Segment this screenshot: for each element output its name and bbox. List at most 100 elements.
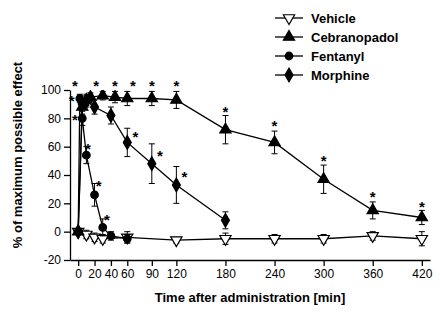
tick-mark (64, 260, 70, 261)
marker (172, 178, 180, 192)
marker (123, 136, 131, 150)
marker (269, 136, 280, 146)
error-bar-cap (83, 230, 89, 231)
significance-mark: * (370, 188, 376, 205)
significance-mark: * (149, 77, 155, 94)
marker (367, 204, 378, 214)
error-bar-cap (79, 125, 85, 126)
tick: 20 (48, 197, 70, 211)
error-bar-cap (222, 228, 228, 229)
series-line (78, 99, 127, 239)
tick-mark (422, 260, 423, 266)
tick-label: 20 (48, 197, 62, 211)
significance-mark: * (72, 111, 78, 128)
error-bar-cap (83, 163, 89, 164)
significance-mark: * (173, 77, 179, 94)
significance-mark: * (85, 140, 91, 157)
tick: 240 (265, 260, 285, 281)
error-bar (124, 128, 130, 156)
legend-label: Vehicle (311, 11, 356, 26)
error-bar-cap (173, 166, 179, 167)
y-axis-title: % of maximum possible effect (10, 61, 25, 248)
tick: 60 (48, 140, 70, 154)
legend-label: Fentanyl (311, 49, 364, 64)
error-bar-cap (321, 234, 327, 235)
marker (74, 225, 82, 239)
significance-mark: * (182, 168, 188, 185)
tick: 100 (41, 83, 70, 97)
error-bar-cap (124, 105, 130, 106)
error-bar-cap (370, 231, 376, 232)
marker (148, 157, 156, 171)
tick: 300 (314, 260, 334, 281)
tick-label: -20 (44, 253, 62, 267)
legend-entry: Vehicle (275, 11, 356, 26)
tick-mark (323, 260, 324, 266)
significance-mark: * (223, 103, 229, 120)
tick-label: 120 (167, 267, 187, 281)
axis-line (71, 260, 431, 261)
error-bar (124, 232, 130, 243)
tick-mark (78, 260, 79, 266)
marker (91, 100, 99, 114)
tick-label: 0 (54, 225, 61, 239)
tick-mark (64, 232, 70, 233)
error-bar-cap (149, 183, 155, 184)
tick: 40 (105, 260, 119, 281)
error-bar-cap (173, 203, 179, 204)
marker (107, 109, 115, 123)
tick-label: 40 (105, 267, 119, 281)
tick-mark (373, 260, 374, 266)
error-bar-cap (92, 206, 98, 207)
tick: 80 (48, 112, 70, 126)
tick-mark (111, 260, 112, 266)
tick-label: 300 (314, 267, 334, 281)
tick-label: 60 (121, 267, 135, 281)
legend-marker (285, 68, 293, 82)
tick-mark (64, 175, 70, 176)
legend-entry: Fentanyl (275, 49, 364, 64)
tick-label: 20 (88, 267, 102, 281)
error-bar-cap (124, 231, 130, 232)
marker (221, 213, 229, 227)
tick-mark (127, 260, 128, 266)
tick: 90 (146, 260, 160, 281)
legend-label: Cebranopadol (311, 30, 398, 45)
tick-mark (274, 260, 275, 266)
tick: 0 (75, 260, 82, 281)
significance-mark: * (157, 147, 163, 164)
marker (220, 123, 231, 133)
marker (367, 233, 378, 243)
marker (123, 235, 131, 243)
legend-entry: Cebranopadol (275, 30, 398, 45)
tick: 180 (216, 260, 236, 281)
significance-mark: * (272, 117, 278, 134)
error-bar (222, 212, 228, 229)
error-bar (124, 235, 130, 244)
error-bar (108, 107, 114, 124)
error-bar-cap (124, 156, 130, 157)
error-bar-cap (173, 108, 179, 109)
significance-mark: * (419, 198, 425, 215)
tick: 360 (363, 260, 383, 281)
plot-area (73, 90, 428, 247)
error-bar-cap (222, 211, 228, 212)
error-bar-cap (370, 218, 376, 219)
legend-label: Morphine (311, 68, 370, 83)
marker (318, 235, 329, 245)
axis-line (70, 91, 71, 261)
tick-label: 420 (412, 267, 432, 281)
tick-mark (64, 118, 70, 119)
tick-label: 100 (41, 83, 61, 97)
tick-mark (94, 260, 95, 266)
tick-label: 80 (48, 112, 62, 126)
marker (269, 235, 280, 245)
error-bar-cap (222, 143, 228, 144)
tick: 40 (48, 168, 70, 182)
error-bar (173, 167, 179, 204)
tick: -20 (44, 253, 70, 267)
significance-mark: * (96, 177, 102, 194)
significance-mark: * (112, 77, 118, 94)
tick-label: 240 (265, 267, 285, 281)
error-bar-cap (149, 143, 155, 144)
